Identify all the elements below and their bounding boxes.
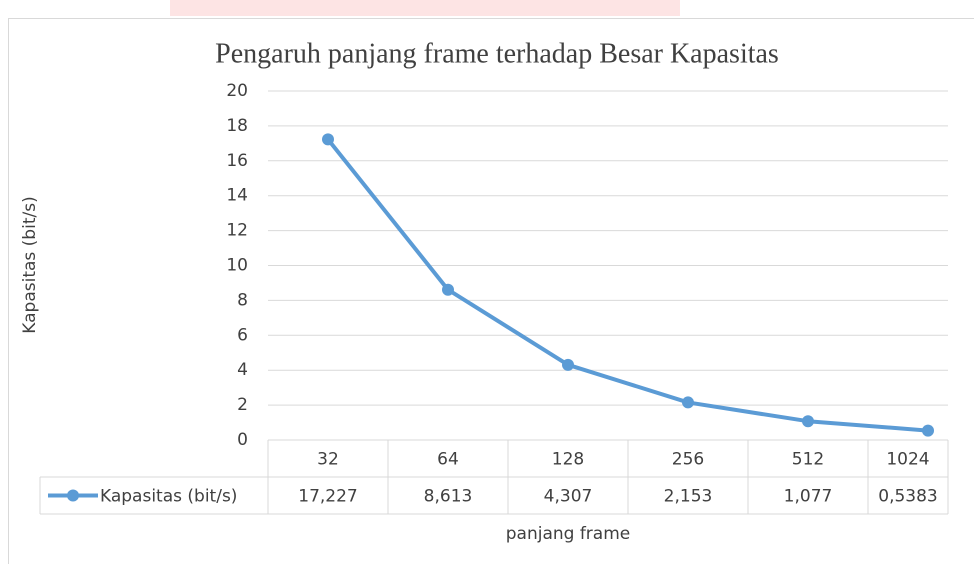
watermark-band bbox=[170, 0, 680, 16]
x-tick-label: 128 bbox=[552, 450, 584, 470]
x-tick-label: 512 bbox=[792, 450, 824, 470]
table-value: 2,153 bbox=[664, 487, 713, 507]
x-axis-label: panjang frame bbox=[506, 524, 631, 544]
point bbox=[562, 358, 574, 371]
legend-label: Kapasitas (bit/s) bbox=[100, 487, 237, 507]
legend-marker bbox=[67, 489, 79, 502]
chart-title: Pengaruh panjang frame terhadap Besar Ka… bbox=[215, 38, 779, 69]
y-tick-label: 10 bbox=[226, 256, 248, 276]
y-tick-label: 18 bbox=[226, 116, 248, 136]
y-tick-label: 6 bbox=[237, 325, 248, 345]
table-value: 4,307 bbox=[544, 487, 593, 507]
y-tick-label: 0 bbox=[237, 430, 248, 450]
table-value: 8,613 bbox=[424, 487, 473, 507]
line bbox=[326, 138, 929, 433]
point bbox=[682, 396, 694, 409]
point bbox=[442, 283, 454, 296]
y-tick-label: 14 bbox=[226, 186, 248, 206]
point bbox=[322, 133, 334, 146]
point bbox=[802, 415, 814, 428]
point bbox=[922, 424, 934, 437]
y-tick-label: 8 bbox=[237, 290, 248, 310]
y-axis-label: Kapasitas (bit/s) bbox=[20, 196, 40, 333]
y-tick-label: 20 bbox=[226, 81, 248, 101]
x-tick-label: 32 bbox=[317, 450, 339, 470]
table-value: 17,227 bbox=[298, 487, 357, 507]
x-tick-label: 64 bbox=[437, 450, 459, 470]
table-value: 1,077 bbox=[784, 487, 833, 507]
table-value: 0,5383 bbox=[878, 487, 937, 507]
x-tick-label: 256 bbox=[672, 450, 704, 470]
y-tick-label: 16 bbox=[226, 151, 248, 171]
y-tick-label: 2 bbox=[237, 395, 248, 415]
x-tick-label: 1024 bbox=[886, 450, 929, 470]
y-tick-label: 4 bbox=[237, 360, 248, 380]
y-tick-label: 12 bbox=[226, 221, 248, 241]
chart-border bbox=[8, 18, 974, 564]
